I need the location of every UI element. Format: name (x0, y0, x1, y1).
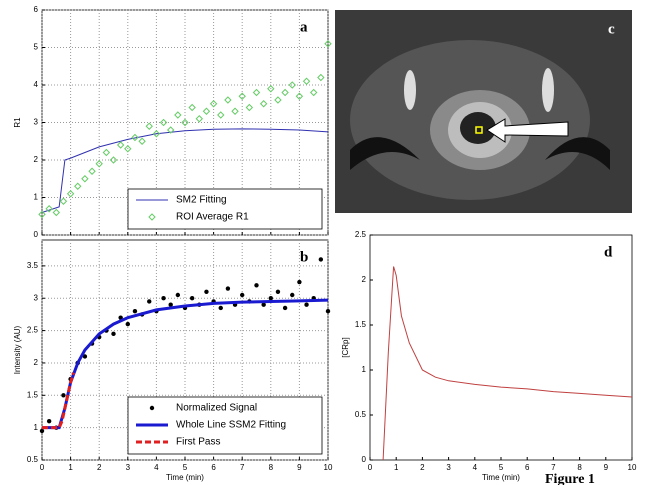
y-axis-label: [CRp] (341, 337, 350, 357)
data-point (147, 299, 151, 303)
data-point (276, 290, 280, 294)
x-tick-label: 1 (68, 463, 73, 472)
x-tick-label: 4 (473, 463, 478, 472)
data-point (161, 296, 165, 300)
x-tick-label: 9 (604, 463, 609, 472)
y-tick-label: 1 (362, 365, 367, 374)
y-tick-label: 0 (362, 455, 367, 464)
data-point (190, 296, 194, 300)
x-tick-label: 0 (368, 463, 373, 472)
x-tick-label: 0 (40, 463, 45, 472)
legend-swatch (150, 406, 154, 410)
y-tick-label: 1 (34, 423, 39, 432)
y-tick-label: 5 (34, 43, 39, 52)
page: c Figure 1 0 1 2 3 4 5 6 R1 a SM2 Fitting ROI Aver… (0, 0, 645, 485)
x-tick-label: 3 (126, 463, 131, 472)
y-tick-label: 2 (34, 358, 39, 367)
legend-label: ROI Average R1 (176, 212, 249, 223)
panel-label: d (604, 244, 613, 260)
y-tick-label: 3 (34, 293, 39, 302)
data-point (304, 303, 308, 307)
x-tick-label: 6 (211, 463, 216, 472)
y-tick-label: 1.5 (355, 320, 367, 329)
data-point (204, 290, 208, 294)
y-axis-label: Intensity (AU) (13, 325, 22, 374)
figure: c Figure 1 0 1 2 3 4 5 6 R1 a SM2 Fitting ROI Aver… (0, 0, 645, 485)
x-tick-label: 8 (577, 463, 582, 472)
data-point (269, 296, 273, 300)
data-point (240, 293, 244, 297)
data-point (290, 293, 294, 297)
x-axis-label: Time (min) (166, 473, 204, 482)
legend-label: Whole Line SSM2 Fitting (176, 420, 286, 431)
x-tick-label: 1 (394, 463, 399, 472)
x-tick-label: 10 (324, 463, 333, 472)
data-point (226, 286, 230, 290)
legend: Normalized Signal Whole Line SSM2 Fitting… (128, 397, 322, 454)
x-tick-label: 6 (525, 463, 530, 472)
legend-label: Normalized Signal (176, 403, 257, 414)
y-tick-label: 2.5 (355, 230, 367, 239)
y-tick-label: 3 (34, 118, 39, 127)
x-tick-label: 9 (297, 463, 302, 472)
panel-label: c (608, 21, 615, 37)
y-tick-label: 4 (34, 80, 39, 89)
data-point (283, 306, 287, 310)
y-tick-label: 2.5 (27, 326, 39, 335)
panel-label: a (300, 19, 308, 35)
legend-label: First Pass (176, 437, 220, 448)
y-tick-label: 2 (34, 155, 39, 164)
data-point (61, 393, 65, 397)
x-tick-label: 8 (269, 463, 274, 472)
y-tick-label: 1.5 (27, 390, 39, 399)
data-point (133, 309, 137, 313)
x-tick-label: 3 (446, 463, 451, 472)
data-point (40, 429, 44, 433)
x-tick-label: 7 (240, 463, 245, 472)
caption: Figure 1 (545, 472, 595, 485)
y-tick-label: 1 (34, 193, 39, 202)
plot-area (370, 235, 632, 460)
y-axis-label: R1 (13, 117, 22, 128)
y-tick-label: 0.5 (27, 455, 39, 464)
y-tick-label: 0 (34, 230, 39, 239)
x-axis-label: Time (min) (482, 473, 520, 482)
x-tick-label: 7 (551, 463, 556, 472)
x-tick-label: 10 (628, 463, 637, 472)
data-point (297, 280, 301, 284)
y-tick-label: 3.5 (27, 261, 39, 270)
x-tick-label: 5 (499, 463, 504, 472)
legend: SM2 Fitting ROI Average R1 (128, 189, 322, 229)
data-point (254, 283, 258, 287)
x-tick-label: 2 (420, 463, 425, 472)
x-tick-label: 4 (154, 463, 159, 472)
data-point (111, 332, 115, 336)
data-point (47, 419, 51, 423)
y-tick-label: 2 (362, 275, 367, 284)
x-tick-label: 2 (97, 463, 102, 472)
y-tick-label: 6 (34, 5, 39, 14)
data-point (126, 322, 130, 326)
data-point (219, 306, 223, 310)
legend-label: SM2 Fitting (176, 195, 227, 206)
data-point (326, 309, 330, 313)
x-tick-label: 5 (183, 463, 188, 472)
data-point (319, 257, 323, 261)
y-tick-label: 0.5 (355, 410, 367, 419)
data-point (176, 293, 180, 297)
mri-image: c (335, 10, 632, 213)
panel-label: b (300, 249, 308, 265)
